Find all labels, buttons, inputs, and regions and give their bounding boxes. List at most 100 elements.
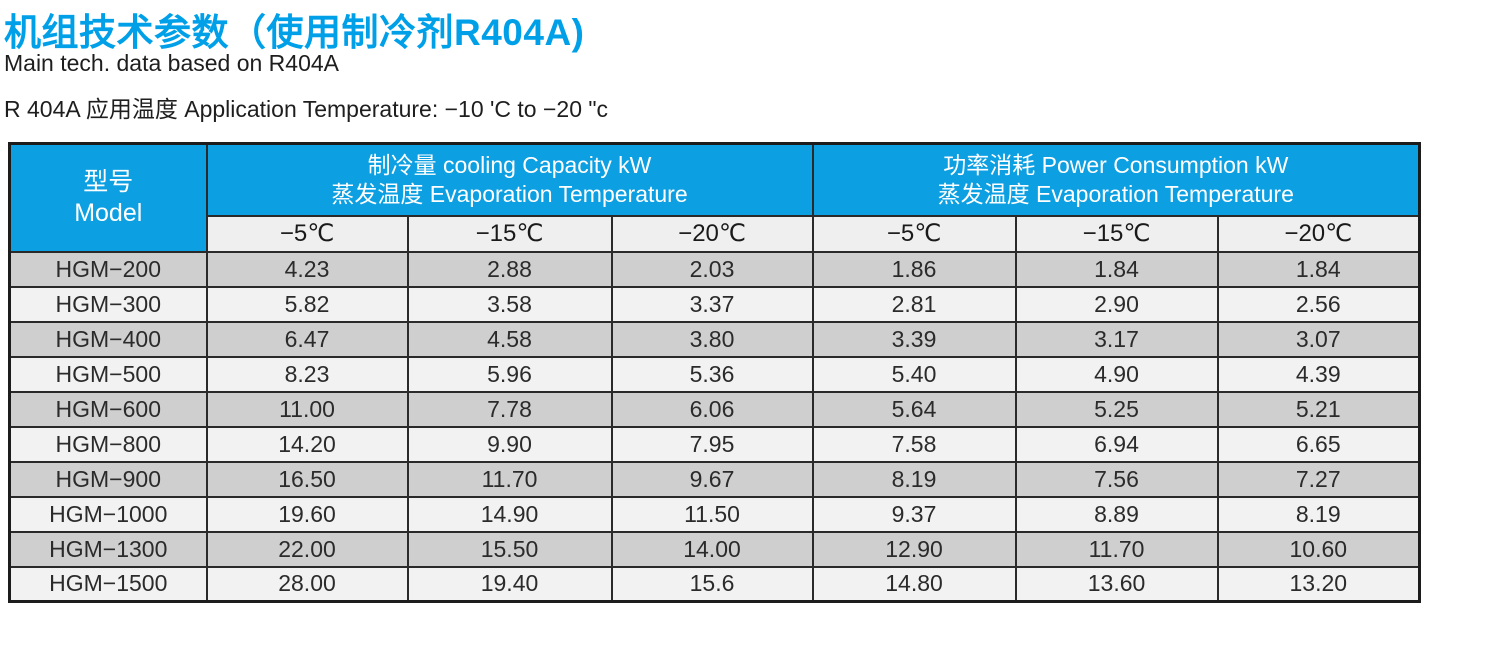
model-header-en: Model	[74, 198, 143, 227]
table-row: HGM−600 11.00 7.78 6.06 5.64 5.25 5.21	[8, 390, 1421, 428]
cooling-value-cell: 2.88	[406, 250, 613, 288]
temp-header-row: −5℃ −15℃ −20℃ −5℃ −15℃ −20℃	[10, 214, 1421, 253]
table-row: HGM−400 6.47 4.58 3.80 3.39 3.17 3.07	[8, 320, 1421, 358]
cooling-value-cell: 5.82	[205, 285, 409, 323]
table-row: HGM−1500 28.00 19.40 15.6 14.80 13.60 13.20	[8, 565, 1421, 603]
model-column-header: 型号 Model	[8, 142, 208, 253]
power-value-cell: 7.27	[1216, 460, 1421, 498]
table-row: HGM−900 16.50 11.70 9.67 8.19 7.56 7.27	[8, 460, 1421, 498]
cooling-value-cell: 11.50	[610, 495, 814, 533]
table-body: HGM−200 4.23 2.88 2.03 1.86 1.84 1.84 HGM−300 5.…	[8, 250, 1421, 603]
cooling-value-cell: 4.58	[406, 320, 613, 358]
table-row: HGM−1000 19.60 14.90 11.50 9.37 8.89 8.19	[8, 495, 1421, 533]
power-value-cell: 9.37	[811, 495, 1017, 533]
table-row: HGM−800 14.20 9.90 7.95 7.58 6.94 6.65	[8, 425, 1421, 463]
page-title: 机组技术参数（使用制冷剂R404A)	[4, 12, 585, 53]
power-value-cell: 8.19	[811, 460, 1017, 498]
power-value-cell: 3.39	[811, 320, 1017, 358]
cooling-value-cell: 15.50	[406, 530, 613, 568]
power-value-cell: 2.90	[1014, 285, 1219, 323]
cooling-temp-header-minus15: −15℃	[406, 214, 613, 253]
cooling-value-cell: 7.95	[610, 425, 814, 463]
power-value-cell: 8.89	[1014, 495, 1219, 533]
power-value-cell: 3.07	[1216, 320, 1421, 358]
cooling-value-cell: 3.37	[610, 285, 814, 323]
power-value-cell: 1.84	[1014, 250, 1219, 288]
cooling-value-cell: 5.36	[610, 355, 814, 393]
cooling-value-cell: 19.60	[205, 495, 409, 533]
cooling-value-cell: 14.00	[610, 530, 814, 568]
cooling-value-cell: 11.00	[205, 390, 409, 428]
cooling-value-cell: 4.23	[205, 250, 409, 288]
application-temperature-note: R 404A 应用温度 Application Temperature: −10…	[4, 96, 609, 122]
cooling-value-cell: 11.70	[406, 460, 613, 498]
power-value-cell: 5.25	[1014, 390, 1219, 428]
power-temp-header-minus20: −20℃	[1216, 214, 1421, 253]
power-value-cell: 3.17	[1014, 320, 1219, 358]
cooling-value-cell: 5.96	[406, 355, 613, 393]
model-cell: HGM−200	[8, 250, 208, 288]
cooling-value-cell: 14.90	[406, 495, 613, 533]
table-row: HGM−1300 22.00 15.50 14.00 12.90 11.70 10.60	[8, 530, 1421, 568]
model-cell: HGM−900	[8, 460, 208, 498]
model-cell: HGM−800	[8, 425, 208, 463]
cooling-value-cell: 6.06	[610, 390, 814, 428]
power-value-cell: 6.65	[1216, 425, 1421, 463]
cooling-capacity-group-header: 制冷量 cooling Capacity kW 蒸发温度 Evaporation…	[205, 142, 814, 217]
cooling-value-cell: 14.20	[205, 425, 409, 463]
power-value-cell: 5.40	[811, 355, 1017, 393]
power-value-cell: 11.70	[1014, 530, 1219, 568]
tech-data-table: 型号 Model 制冷量 cooling Capacity kW 蒸发温度 Ev…	[8, 142, 1422, 603]
power-value-cell: 5.21	[1216, 390, 1421, 428]
power-value-cell: 13.60	[1014, 565, 1219, 603]
power-consumption-group-header: 功率消耗 Power Consumption kW 蒸发温度 Evaporati…	[811, 142, 1421, 217]
power-temp-header-minus5: −5℃	[811, 214, 1017, 253]
model-cell: HGM−1300	[8, 530, 208, 568]
table-row: HGM−300 5.82 3.58 3.37 2.81 2.90 2.56	[8, 285, 1421, 323]
power-value-cell: 13.20	[1216, 565, 1421, 603]
power-value-cell: 1.86	[811, 250, 1017, 288]
cooling-value-cell: 7.78	[406, 390, 613, 428]
power-temp-header-minus15: −15℃	[1014, 214, 1219, 253]
model-header-zh: 型号	[83, 167, 134, 196]
power-value-cell: 14.80	[811, 565, 1017, 603]
power-value-cell: 12.90	[811, 530, 1017, 568]
cooling-value-cell: 19.40	[406, 565, 613, 603]
table-row: HGM−200 4.23 2.88 2.03 1.86 1.84 1.84	[8, 250, 1421, 288]
power-value-cell: 2.56	[1216, 285, 1421, 323]
power-value-cell: 2.81	[811, 285, 1017, 323]
cooling-value-cell: 9.90	[406, 425, 613, 463]
cooling-value-cell: 15.6	[610, 565, 814, 603]
cooling-temp-header-minus5: −5℃	[205, 214, 409, 253]
power-value-cell: 4.90	[1014, 355, 1219, 393]
page-subtitle: Main tech. data based on R404A	[4, 50, 340, 76]
cooling-value-cell: 3.58	[406, 285, 613, 323]
group-header-row: 型号 Model 制冷量 cooling Capacity kW 蒸发温度 Ev…	[8, 142, 1421, 253]
power-value-cell: 4.39	[1216, 355, 1421, 393]
power-group-line2: 蒸发温度 Evaporation Temperature	[937, 180, 1294, 207]
cooling-group-line1: 制冷量 cooling Capacity kW	[367, 151, 652, 178]
power-value-cell: 7.56	[1014, 460, 1219, 498]
power-value-cell: 1.84	[1216, 250, 1421, 288]
cooling-group-line2: 蒸发温度 Evaporation Temperature	[331, 180, 688, 207]
cooling-value-cell: 8.23	[205, 355, 409, 393]
model-cell: HGM−1000	[8, 495, 208, 533]
cooling-value-cell: 9.67	[610, 460, 814, 498]
cooling-value-cell: 22.00	[205, 530, 409, 568]
model-cell: HGM−1500	[8, 565, 208, 603]
cooling-value-cell: 16.50	[205, 460, 409, 498]
power-value-cell: 6.94	[1014, 425, 1219, 463]
cooling-value-cell: 28.00	[205, 565, 409, 603]
power-value-cell: 7.58	[811, 425, 1017, 463]
power-value-cell: 8.19	[1216, 495, 1421, 533]
cooling-temp-header-minus20: −20℃	[610, 214, 814, 253]
model-cell: HGM−400	[8, 320, 208, 358]
power-value-cell: 5.64	[811, 390, 1017, 428]
cooling-value-cell: 6.47	[205, 320, 409, 358]
table-row: HGM−500 8.23 5.96 5.36 5.40 4.90 4.39	[8, 355, 1421, 393]
model-cell: HGM−300	[8, 285, 208, 323]
cooling-value-cell: 3.80	[610, 320, 814, 358]
model-cell: HGM−500	[8, 355, 208, 393]
power-value-cell: 10.60	[1216, 530, 1421, 568]
cooling-value-cell: 2.03	[610, 250, 814, 288]
